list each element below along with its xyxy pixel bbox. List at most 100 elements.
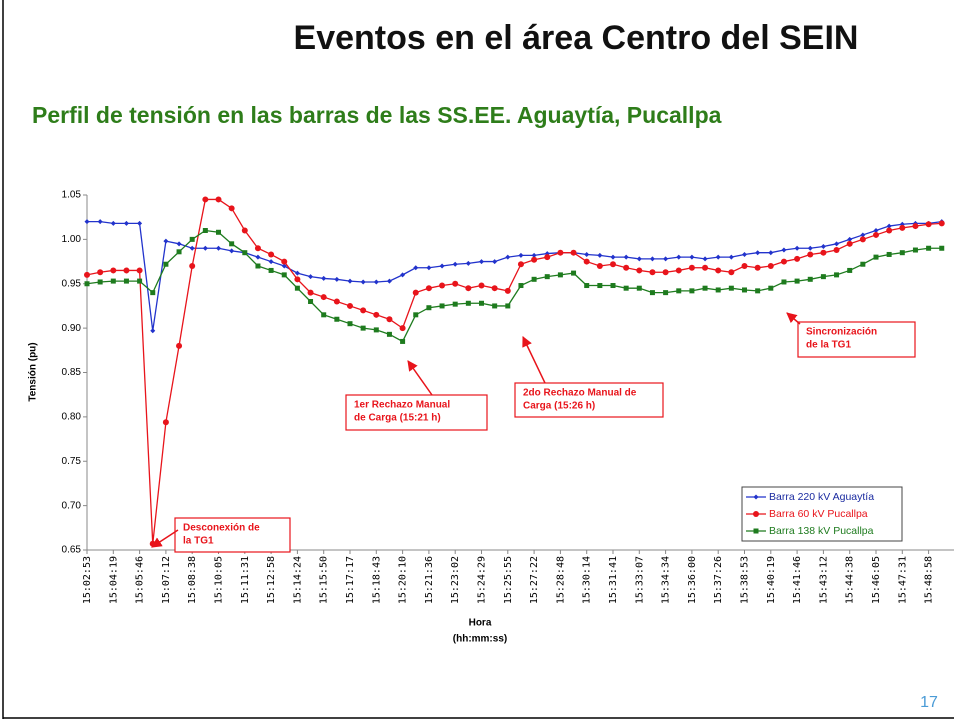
y-tick-label: 0.95 <box>62 278 82 289</box>
point <box>663 290 669 296</box>
annotation-arrow <box>522 336 546 384</box>
point <box>544 254 551 261</box>
point <box>426 265 432 271</box>
point <box>912 223 919 230</box>
point <box>584 251 590 257</box>
point <box>570 249 577 256</box>
x-tick-label: 15:12:58 <box>266 556 277 604</box>
point <box>557 249 564 256</box>
point <box>360 279 366 285</box>
point <box>938 220 945 227</box>
slide-title: Eventos en el área Centro del SEIN <box>294 19 859 57</box>
point <box>163 238 169 244</box>
point <box>531 276 537 282</box>
point <box>859 236 866 243</box>
legend-label: Barra 220 kV Aguaytía <box>769 491 874 503</box>
point <box>663 256 669 262</box>
x-tick-label: 15:43:12 <box>818 556 829 604</box>
point <box>649 256 655 262</box>
point <box>176 241 182 247</box>
point <box>768 285 774 291</box>
point <box>504 287 511 294</box>
point <box>97 269 104 276</box>
point <box>768 250 774 256</box>
y-tick-label: 0.65 <box>62 545 82 556</box>
y-tick-label: 0.90 <box>62 323 82 334</box>
annotation-box <box>514 382 664 418</box>
point <box>136 267 143 274</box>
point <box>268 267 274 273</box>
point <box>110 267 117 274</box>
x-tick-label: 15:18:43 <box>371 556 382 604</box>
point <box>794 245 800 251</box>
annotation-text: Sincronización <box>806 327 877 338</box>
x-axis-label: (hh:mm:ss) <box>453 634 507 645</box>
point <box>281 258 288 265</box>
x-tick-label: 15:36:00 <box>687 556 698 604</box>
point <box>807 251 814 258</box>
point <box>228 205 235 212</box>
slide-subtitle: Perfil de tensión en las barras de las S… <box>32 102 722 128</box>
point <box>176 249 182 255</box>
point <box>702 264 709 271</box>
point <box>465 300 471 306</box>
point <box>886 223 892 229</box>
point <box>162 419 169 426</box>
annotation-text: la TG1 <box>183 536 214 547</box>
point <box>794 255 801 262</box>
point <box>610 254 616 260</box>
point <box>886 251 892 257</box>
point <box>97 219 103 225</box>
point <box>255 254 261 260</box>
point <box>596 263 603 269</box>
point <box>715 287 721 293</box>
point <box>728 254 734 260</box>
x-tick-label: 15:07:12 <box>161 556 172 604</box>
point <box>307 289 314 296</box>
point <box>255 263 261 269</box>
legend-label: Barra 60 kV Pucallpa <box>769 508 868 520</box>
point <box>202 196 209 203</box>
point <box>84 281 90 287</box>
annotation-arrow <box>151 529 179 548</box>
point <box>229 248 235 254</box>
point <box>216 229 221 235</box>
point <box>873 254 879 260</box>
point <box>728 269 735 276</box>
point <box>544 274 550 280</box>
point <box>899 224 906 231</box>
point <box>597 283 603 289</box>
x-tick-label: 15:30:14 <box>582 556 593 604</box>
point <box>689 288 695 294</box>
x-tick-label: 15:05:46 <box>135 556 146 604</box>
point <box>347 302 353 309</box>
x-tick-label: 15:44:38 <box>845 556 856 604</box>
point <box>254 245 261 252</box>
point <box>373 327 379 333</box>
x-tick-label: 15:14:24 <box>292 556 303 604</box>
point <box>939 245 945 251</box>
point <box>491 285 498 292</box>
x-tick-label: 15:40:19 <box>766 556 777 604</box>
point <box>886 227 893 234</box>
point <box>518 252 524 258</box>
page-number: 17 <box>920 694 938 711</box>
point <box>676 288 682 294</box>
x-tick-label: 15:48:58 <box>924 556 935 604</box>
legend-box <box>741 486 903 542</box>
point <box>413 265 419 271</box>
point <box>150 290 156 296</box>
x-tick-label: 15:10:05 <box>214 556 225 604</box>
point <box>400 272 406 278</box>
point <box>518 283 524 289</box>
legend-marker <box>753 494 759 500</box>
point <box>926 245 932 251</box>
point <box>492 303 498 309</box>
point <box>334 316 340 322</box>
point <box>807 245 813 251</box>
point <box>137 220 143 226</box>
point <box>597 252 603 258</box>
point <box>386 331 392 337</box>
point <box>873 228 879 233</box>
